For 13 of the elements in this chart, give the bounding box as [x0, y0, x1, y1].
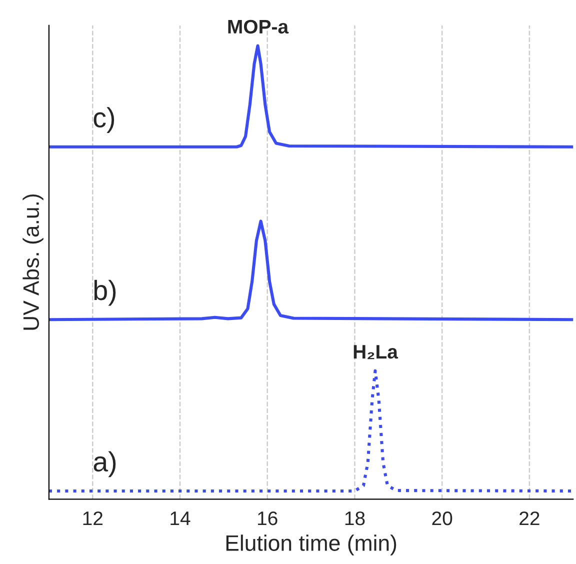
annotation: c) [94, 107, 114, 133]
annotation: H₂La [354, 345, 398, 360]
x-tick-label: 20 [432, 511, 452, 526]
x-tick-label: 16 [258, 511, 278, 526]
x-axis-title: Elution time (min) [226, 534, 396, 556]
y-axis-title: UV Abs. (a.u.) [22, 194, 44, 330]
x-tick-label: 22 [520, 511, 540, 526]
x-tick-label: 12 [83, 511, 102, 526]
annotation: b) [94, 280, 116, 306]
x-tick-label: 14 [170, 512, 190, 526]
annotation: MOP-a [228, 20, 289, 34]
x-tick-label: 18 [345, 511, 365, 526]
annotation: a) [94, 451, 116, 478]
